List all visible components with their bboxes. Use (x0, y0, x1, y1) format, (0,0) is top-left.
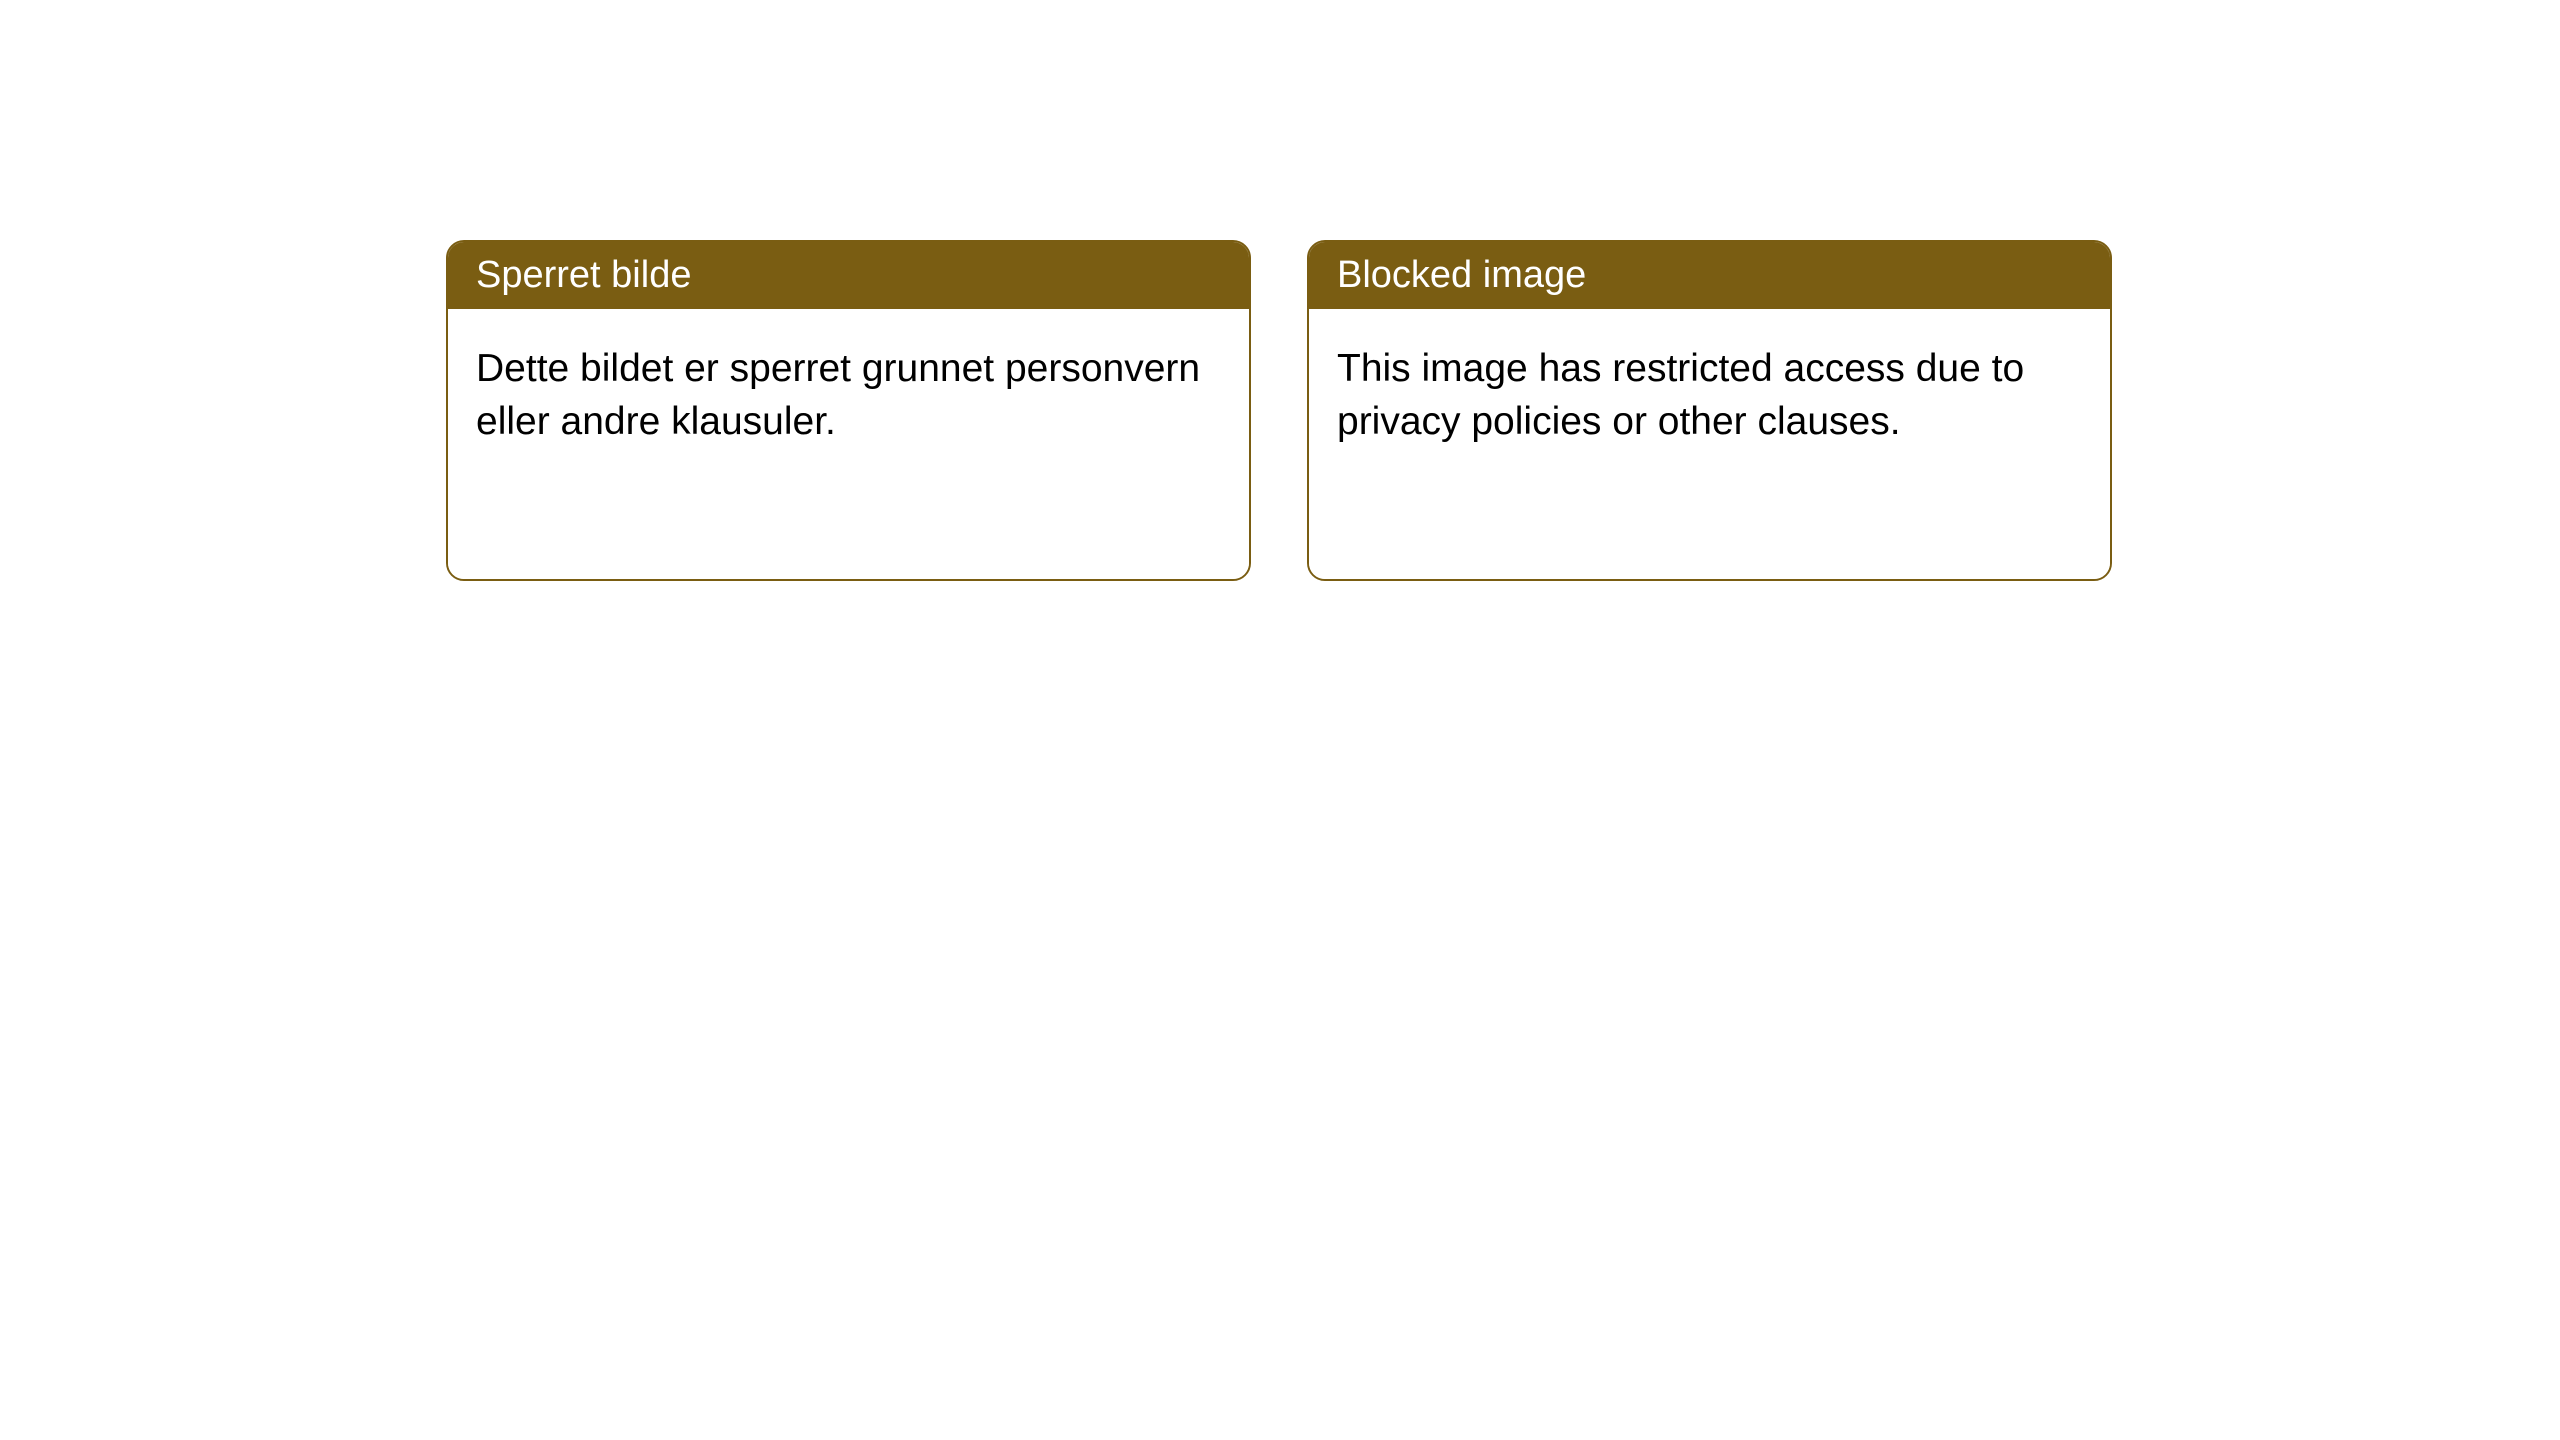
card-body-text: This image has restricted access due to … (1337, 347, 2024, 443)
card-body: Dette bildet er sperret grunnet personve… (448, 309, 1249, 579)
card-title: Sperret bilde (476, 254, 691, 296)
blocked-image-notice-container: Sperret bilde Dette bildet er sperret gr… (446, 240, 2112, 581)
card-header: Sperret bilde (448, 242, 1249, 309)
blocked-image-card-en: Blocked image This image has restricted … (1307, 240, 2112, 581)
card-header: Blocked image (1309, 242, 2110, 309)
card-body-text: Dette bildet er sperret grunnet personve… (476, 347, 1200, 443)
blocked-image-card-no: Sperret bilde Dette bildet er sperret gr… (446, 240, 1251, 581)
card-title: Blocked image (1337, 254, 1586, 296)
card-body: This image has restricted access due to … (1309, 309, 2110, 579)
